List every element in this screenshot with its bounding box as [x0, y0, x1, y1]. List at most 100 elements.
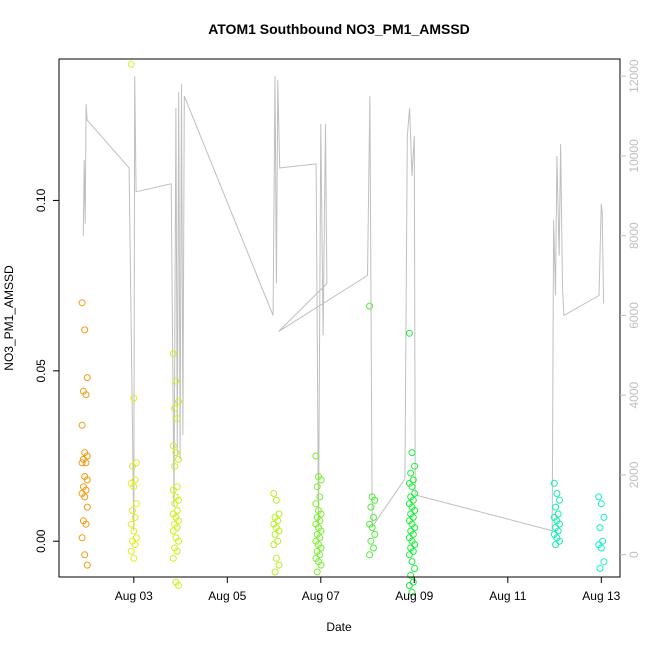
- data-point: [275, 561, 283, 569]
- data-point: [169, 527, 177, 535]
- data-point: [274, 537, 282, 545]
- x-tick-label: Aug 11: [489, 589, 526, 603]
- data-point: [409, 530, 417, 538]
- data-point: [131, 513, 139, 521]
- data-point: [132, 534, 140, 542]
- data-point: [82, 520, 90, 528]
- data-point: [83, 503, 91, 511]
- y-tick-label: 0.00: [34, 529, 48, 553]
- x-tick-label: Aug 13: [582, 589, 620, 603]
- y2-tick-label: 12000: [627, 59, 641, 93]
- data-point: [366, 551, 374, 559]
- point-layer: [78, 60, 608, 596]
- data-point: [173, 524, 181, 532]
- y-tick-label: 0.05: [34, 359, 48, 383]
- chart-title: ATOM1 Southbound NO3_PM1_AMSSD: [208, 21, 470, 37]
- y-tick-label: 0.10: [34, 188, 48, 212]
- data-point: [408, 588, 416, 596]
- data-point: [411, 507, 419, 514]
- data-point: [131, 541, 139, 549]
- data-point: [169, 350, 177, 358]
- data-point: [175, 455, 182, 463]
- axis-layer: Aug 03 Aug 05 Aug 07 Aug 09 Aug 11 Aug 13 0.00…: [34, 59, 641, 603]
- x-tick-label: Aug 05: [208, 589, 246, 603]
- data-point: [175, 582, 182, 589]
- data-point: [597, 500, 605, 508]
- x-tick-label: Aug 03: [115, 589, 153, 603]
- data-point: [175, 517, 182, 525]
- data-point: [127, 520, 135, 528]
- y2-tick-label: 8000: [627, 222, 641, 249]
- data-point: [132, 459, 140, 467]
- data-point: [597, 544, 605, 552]
- data-point: [83, 561, 91, 569]
- data-point: [411, 490, 419, 497]
- data-point: [81, 326, 89, 334]
- data-point: [173, 415, 181, 422]
- data-point: [130, 394, 138, 402]
- data-point: [270, 541, 278, 549]
- data-point: [317, 510, 325, 518]
- data-point: [130, 527, 138, 535]
- data-point: [411, 541, 419, 549]
- data-point: [370, 513, 377, 521]
- data-point: [129, 507, 136, 514]
- data-point: [175, 496, 182, 504]
- data-point: [371, 496, 379, 504]
- data-point: [81, 551, 89, 559]
- data-point: [600, 558, 608, 566]
- data-point: [552, 503, 560, 511]
- data-point: [316, 551, 324, 559]
- data-point: [169, 486, 177, 494]
- data-point: [171, 404, 179, 412]
- y2-tick-label: 6000: [627, 302, 641, 329]
- data-point: [368, 524, 376, 532]
- data-point: [173, 507, 181, 514]
- data-point: [556, 537, 563, 545]
- data-point: [171, 500, 179, 508]
- y2-tick-label: 4000: [627, 381, 641, 408]
- data-point: [554, 510, 562, 518]
- data-point: [172, 377, 180, 385]
- data-point: [127, 60, 135, 68]
- data-point: [127, 547, 135, 555]
- data-point: [317, 561, 325, 569]
- data-point: [172, 449, 180, 457]
- data-point: [274, 517, 282, 525]
- data-point: [130, 554, 138, 562]
- data-point: [82, 459, 90, 467]
- data-point: [409, 547, 417, 555]
- y2-tick-label: 0: [627, 551, 641, 558]
- x-axis-label: Date: [326, 620, 352, 634]
- plot-frame: [58, 58, 621, 578]
- data-point: [270, 490, 278, 497]
- data-point: [317, 544, 325, 552]
- data-point: [130, 483, 138, 491]
- data-point: [407, 571, 415, 579]
- data-point: [313, 483, 321, 491]
- data-point: [317, 476, 325, 484]
- data-point: [405, 582, 413, 589]
- data-point: [409, 578, 417, 586]
- data-point: [556, 496, 563, 504]
- data-point: [131, 476, 139, 484]
- data-point: [408, 449, 416, 457]
- data-point: [552, 541, 560, 549]
- data-point: [317, 527, 325, 535]
- data-point: [550, 479, 558, 487]
- data-point: [600, 513, 608, 521]
- secondary-line-layer: [82, 76, 605, 532]
- data-point: [275, 510, 283, 518]
- secondary-series-line: [82, 76, 605, 532]
- data-point: [367, 503, 375, 511]
- data-point: [78, 459, 86, 467]
- data-point: [173, 547, 181, 555]
- data-point: [411, 462, 419, 470]
- data-point: [272, 554, 280, 562]
- data-point: [370, 544, 377, 552]
- data-point: [366, 302, 374, 310]
- data-point: [175, 537, 182, 545]
- data-point: [599, 537, 607, 545]
- data-point: [271, 530, 279, 538]
